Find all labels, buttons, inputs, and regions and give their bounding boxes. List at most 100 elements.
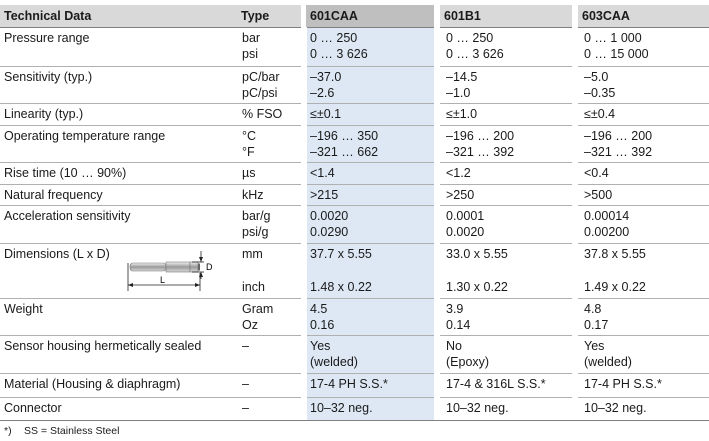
row-label: Sensor housing hermetically sealed: [4, 339, 202, 353]
spec-value-c: (welded): [584, 355, 632, 369]
spec-value-a: 37.7 x 5.55: [310, 247, 372, 261]
spec-value-b: >250: [446, 188, 475, 202]
header-type: Type: [237, 5, 301, 27]
header-603caa: 603CAA: [578, 5, 709, 27]
column-601caa-highlight: [306, 27, 434, 420]
spec-value-b: 0.0020: [446, 225, 485, 239]
footnote-mark: *): [4, 425, 12, 437]
spec-value-c: <0.4: [584, 166, 609, 180]
row-divider: [0, 420, 709, 421]
spec-value-b: 33.0 x 5.55: [446, 247, 508, 261]
unit-value: % FSO: [242, 107, 283, 121]
spec-value-b: No: [446, 339, 462, 353]
spec-value-b: –196 … 200: [446, 129, 515, 143]
row-divider: [0, 162, 709, 163]
row-label: Sensitivity (typ.): [4, 70, 93, 84]
spec-value-b: 0.0001: [446, 209, 485, 223]
row-label: Material (Housing & diaphragm): [4, 377, 181, 391]
unit-value: psi: [242, 47, 258, 61]
unit-value: pC/bar: [242, 70, 280, 84]
row-divider: [0, 125, 709, 126]
spec-value-a: –37.0: [310, 70, 342, 84]
spec-value-c: 0.00200: [584, 225, 630, 239]
spec-value-c: >500: [584, 188, 613, 202]
unit-value: mm: [242, 247, 263, 261]
spec-value-a: 10–32 neg.: [310, 401, 373, 415]
unit-value: –: [242, 339, 249, 353]
row-divider: [0, 205, 709, 206]
spec-value-c: 37.8 x 5.55: [584, 247, 646, 261]
unit-value: –: [242, 401, 249, 415]
row-label: Connector: [4, 401, 62, 415]
spec-value-a: –196 … 350: [310, 129, 379, 143]
row-divider: [0, 243, 709, 244]
spec-value-b: 17-4 & 316L S.S.*: [446, 377, 546, 391]
row-divider: [0, 184, 709, 185]
spec-value-c: 1.49 x 0.22: [584, 280, 646, 294]
unit-value: Oz: [242, 318, 258, 332]
spec-value-c: –196 … 200: [584, 129, 653, 143]
spec-value-a: 4.5: [310, 302, 328, 316]
row-label: Operating temperature range: [4, 129, 166, 143]
spec-value-b: <1.2: [446, 166, 471, 180]
row-label: Natural frequency: [4, 188, 103, 202]
spec-value-b: 1.30 x 0.22: [446, 280, 508, 294]
footnote-text: SS = Stainless Steel: [24, 425, 120, 437]
spec-value-a: >215: [310, 188, 339, 202]
unit-value: Gram: [242, 302, 274, 316]
unit-value: bar: [242, 31, 261, 45]
row-divider: [0, 335, 709, 336]
header-technical-data: Technical Data: [0, 5, 237, 27]
row-label: Weight: [4, 302, 43, 316]
diagram-d-label: D: [206, 262, 213, 272]
spec-value-b: 10–32 neg.: [446, 401, 509, 415]
spec-value-c: 17-4 PH S.S.*: [584, 377, 662, 391]
unit-value: bar/g: [242, 209, 271, 223]
spec-value-b: –321 … 392: [446, 145, 515, 159]
spec-value-b: 0 … 250: [446, 31, 494, 45]
unit-value: –: [242, 377, 249, 391]
unit-value: inch: [242, 280, 265, 294]
spec-value-a: Yes: [310, 339, 331, 353]
spec-value-c: ≤±0.4: [584, 107, 616, 121]
spec-value-a: –2.6: [310, 86, 335, 100]
spec-value-c: –5.0: [584, 70, 609, 84]
spec-value-b: –14.5: [446, 70, 478, 84]
row-divider: [0, 66, 709, 67]
spec-value-c: 4.8: [584, 302, 602, 316]
column-separator: [301, 27, 307, 420]
spec-value-a: 0.16: [310, 318, 335, 332]
spec-value-a: <1.4: [310, 166, 335, 180]
row-divider: [0, 397, 709, 398]
spec-value-a: 1.48 x 0.22: [310, 280, 372, 294]
row-divider: [0, 103, 709, 104]
spec-value-a: 0.0290: [310, 225, 349, 239]
spec-value-b: ≤±1.0: [446, 107, 478, 121]
spec-value-c: 0 … 15 000: [584, 47, 649, 61]
spec-value-b: 0.14: [446, 318, 471, 332]
row-label: Acceleration sensitivity: [4, 209, 131, 223]
spec-value-a: –321 … 662: [310, 145, 379, 159]
row-divider: [0, 27, 709, 28]
row-label: Pressure range: [4, 31, 90, 45]
spec-value-a: 17-4 PH S.S.*: [310, 377, 388, 391]
spec-value-c: 0.17: [584, 318, 609, 332]
unit-value: °F: [242, 145, 255, 159]
spec-value-a: (welded): [310, 355, 358, 369]
spec-value-a: 0 … 3 626: [310, 47, 368, 61]
unit-value: kHz: [242, 188, 264, 202]
column-separator: [572, 27, 578, 420]
unit-value: pC/psi: [242, 86, 278, 100]
spec-value-b: –1.0: [446, 86, 471, 100]
spec-value-b: 3.9: [446, 302, 464, 316]
spec-value-c: 0 … 1 000: [584, 31, 642, 45]
unit-value: µs: [242, 166, 256, 180]
spec-value-c: Yes: [584, 339, 605, 353]
unit-value: psi/g: [242, 225, 269, 239]
row-divider: [0, 298, 709, 299]
unit-value: °C: [242, 129, 257, 143]
spec-value-a: 0 … 250: [310, 31, 358, 45]
header-601caa: 601CAA: [306, 5, 434, 27]
spec-value-c: –0.35: [584, 86, 616, 100]
sensor-dimension-diagram: DL: [127, 251, 213, 291]
